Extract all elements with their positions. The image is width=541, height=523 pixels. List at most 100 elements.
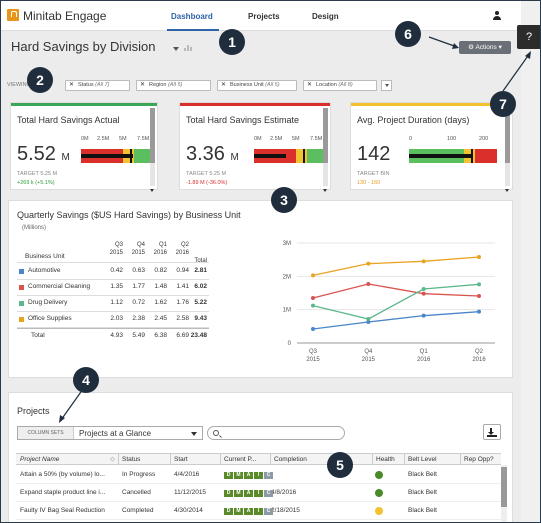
kpi-target: TARGET 5.25 M — [17, 171, 58, 177]
column-header[interactable]: Status — [122, 456, 141, 463]
column-header[interactable]: Health — [376, 456, 395, 463]
project-name-cell[interactable]: Expand staple product line i... — [20, 489, 106, 496]
kpi-title: Avg. Project Duration (days) — [357, 115, 470, 125]
kpi-scale-tick: 0 — [409, 136, 413, 142]
table-scrollbar[interactable] — [501, 465, 507, 522]
row-total: 6.02 — [194, 283, 207, 290]
kpi-target: TARGET BIN — [357, 171, 390, 177]
status-cell: Cancelled — [122, 489, 151, 496]
data-point — [311, 273, 315, 278]
data-point — [477, 255, 481, 259]
callout-1: 1 — [219, 29, 245, 55]
legend-swatch — [19, 301, 24, 306]
filter-chip-region[interactable]: ✕ Region (All 5) — [136, 80, 211, 91]
column-header[interactable]: Belt Level — [408, 456, 437, 463]
kpi-scale-tick: 2.5M — [97, 136, 110, 142]
top-bar: Minitab Engage Dashboard Projects Design — [1, 1, 521, 31]
phase-step: M — [234, 490, 243, 497]
kpi-target: TARGET 5.25 M — [186, 171, 227, 177]
kpi-card-duration[interactable]: Avg. Project Duration (days) 142 0 100 2… — [350, 102, 513, 192]
filter-chip-business-unit[interactable]: ✕ Business Unit (All 5) — [217, 80, 297, 91]
bullet-target-marker — [303, 149, 305, 163]
bullet-actual-bar — [409, 154, 472, 158]
data-point — [421, 259, 426, 264]
table-cell: 1.35 — [110, 283, 123, 290]
kpi-accent-bar — [351, 103, 512, 106]
close-icon[interactable]: ✕ — [307, 82, 313, 88]
minitab-logo-icon — [7, 9, 19, 21]
close-icon[interactable]: ✕ — [140, 82, 146, 88]
table-cell: 2.58 — [176, 315, 189, 322]
filter-chip-location[interactable]: ✕ Location (All 8) — [303, 80, 377, 91]
x-tick-label: Q2 — [475, 349, 484, 355]
column-header[interactable]: Rep Opp? — [464, 456, 494, 463]
tab-dashboard[interactable]: Dashboard — [171, 12, 213, 21]
phase-step: C — [264, 472, 273, 479]
line-chart: 0 1M 2M 3M Q3 2015 Q4 2015 Q1 2016 Q2 2016 — [283, 241, 495, 363]
status-cell: Completed — [122, 507, 154, 514]
legend-swatch — [19, 317, 24, 322]
data-point — [366, 320, 371, 324]
filter-chip-status[interactable]: ✕ Status (All 7) — [65, 80, 130, 91]
table-header-quarter: Q4 2015 — [131, 242, 145, 256]
table-header-business-unit: Business Unit — [25, 253, 65, 260]
download-button[interactable] — [483, 424, 501, 440]
belt-level-cell: Black Belt — [408, 489, 437, 496]
phase-step: M — [234, 508, 243, 515]
kpi-accent-bar — [11, 103, 157, 106]
table-header-total: Total — [194, 258, 207, 264]
column-header[interactable]: Project Name — [20, 456, 60, 463]
bullet-chart — [409, 149, 497, 163]
kpi-card-actual[interactable]: Total Hard Savings Actual 5.52 M 0M 2.5M… — [10, 102, 158, 192]
sort-icon[interactable]: ⬦ — [110, 456, 115, 463]
help-button[interactable]: ? — [517, 25, 540, 49]
y-tick-label: 1M — [283, 308, 291, 314]
kpi-scrollbar[interactable] — [150, 108, 155, 192]
table-cell: 1.62 — [154, 299, 167, 306]
chevron-down-icon[interactable] — [173, 47, 179, 51]
project-name-cell[interactable]: Faulty IV Bag Seal Reduction — [20, 507, 105, 514]
page-title: Hard Savings by Division — [11, 39, 156, 54]
kpi-scrollbar[interactable] — [323, 108, 328, 192]
projects-panel: Projects COLUMN SETS Projects at a Glanc… — [8, 392, 513, 522]
row-label: Office Supplies — [28, 315, 72, 322]
search-input[interactable] — [207, 426, 345, 440]
series-line — [312, 283, 480, 299]
totals-cell: 5.49 — [132, 332, 145, 339]
data-point — [311, 296, 315, 300]
column-header[interactable]: Current P... — [224, 456, 257, 463]
close-icon[interactable]: ✕ — [69, 82, 75, 88]
bullet-actual-bar — [81, 154, 133, 158]
tab-projects[interactable]: Projects — [248, 12, 280, 21]
tab-design[interactable]: Design — [312, 12, 339, 21]
row-label: Automotive — [28, 267, 61, 274]
totals-cell: 23.48 — [190, 332, 207, 339]
series-line — [312, 256, 480, 276]
help-rail — [521, 1, 540, 522]
kpi-scale-tick: 7.5M — [137, 136, 150, 142]
start-cell: 11/12/2015 — [174, 489, 207, 496]
column-header[interactable]: Completion — [274, 456, 307, 463]
phase-step: A — [244, 490, 253, 497]
user-icon[interactable] — [492, 11, 502, 21]
kpi-scrollbar[interactable] — [505, 108, 510, 192]
column-header[interactable]: Start — [174, 456, 188, 463]
data-point — [421, 313, 426, 318]
y-tick-label: 3M — [283, 241, 291, 247]
phase-step: C — [264, 508, 273, 515]
app-name: Minitab Engage — [23, 9, 107, 23]
phase-step: C — [264, 490, 273, 497]
table-cell: 0.94 — [176, 267, 189, 274]
project-name-cell[interactable]: Attain a 50% (by volume) lo... — [20, 471, 105, 478]
column-sets-dropdown[interactable]: COLUMN SETS Projects at a Glance — [17, 426, 203, 440]
chart-bars-icon — [184, 45, 194, 51]
close-icon[interactable]: ✕ — [221, 82, 227, 88]
filter-dropdown-button[interactable] — [381, 80, 392, 91]
table-cell: 0.72 — [132, 299, 145, 306]
kpi-card-estimate[interactable]: Total Hard Savings Estimate 3.36 M 0M 2.… — [179, 102, 331, 192]
table-cell: 2.03 — [110, 315, 123, 322]
section-subtitle: (Millions) — [22, 225, 46, 231]
actions-button[interactable]: ⚙ Actions ▾ — [459, 41, 511, 54]
table-cell: 0.42 — [110, 267, 123, 274]
x-tick-label: 2015 — [362, 357, 376, 363]
